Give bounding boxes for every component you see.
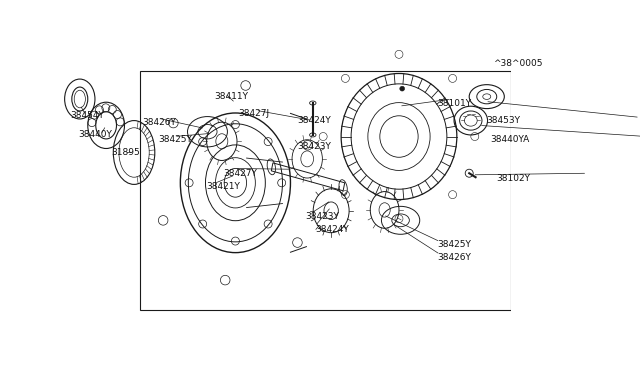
Text: 38440Y: 38440Y [78, 131, 112, 140]
Text: 31895: 31895 [112, 148, 140, 157]
Text: 38427Y: 38427Y [223, 169, 257, 178]
Text: 38424Y: 38424Y [315, 225, 349, 234]
Text: 38411Y: 38411Y [214, 92, 248, 101]
Text: 38440YA: 38440YA [490, 135, 529, 144]
Circle shape [400, 86, 404, 91]
Text: 38425Y: 38425Y [437, 240, 471, 249]
Text: 38425Y: 38425Y [158, 135, 192, 144]
Text: 38426Y: 38426Y [437, 253, 471, 262]
Text: 38102Y: 38102Y [497, 174, 531, 183]
Text: 38426Y: 38426Y [142, 118, 176, 128]
Text: 38424Y: 38424Y [297, 116, 331, 125]
Text: 38101Y: 38101Y [437, 99, 472, 108]
Text: ^38^0005: ^38^0005 [493, 59, 543, 68]
Text: 38427J: 38427J [238, 109, 269, 118]
Text: 38421Y: 38421Y [206, 182, 240, 191]
Text: 38454Y: 38454Y [70, 111, 104, 120]
Text: 38423Y: 38423Y [297, 142, 331, 151]
Text: 38453Y: 38453Y [487, 116, 521, 125]
Text: 38423Y: 38423Y [306, 212, 339, 221]
